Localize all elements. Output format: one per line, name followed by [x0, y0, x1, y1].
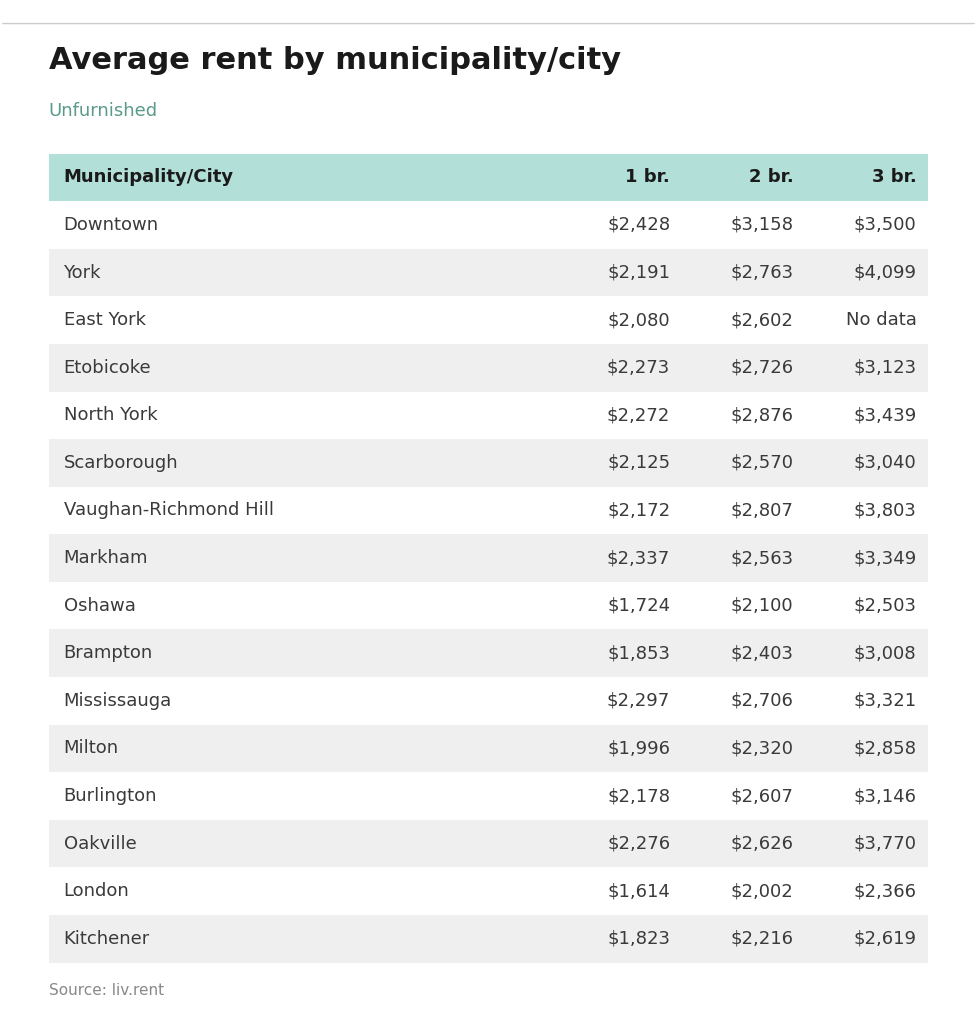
Text: $3,500: $3,500: [854, 216, 916, 233]
Text: Markham: Markham: [64, 549, 148, 567]
Text: Downtown: Downtown: [64, 216, 158, 233]
Text: $3,040: $3,040: [854, 454, 916, 472]
Text: $3,146: $3,146: [854, 787, 916, 805]
Bar: [49, 344, 928, 391]
Text: $2,626: $2,626: [731, 835, 793, 853]
Bar: [49, 820, 928, 867]
Text: $2,273: $2,273: [607, 358, 670, 377]
Text: North York: North York: [64, 407, 157, 424]
Bar: [49, 391, 928, 439]
Text: 3 br.: 3 br.: [871, 168, 916, 186]
Text: $2,807: $2,807: [731, 502, 793, 519]
Text: Oakville: Oakville: [64, 835, 136, 853]
Bar: [49, 439, 928, 486]
Text: $2,178: $2,178: [608, 787, 670, 805]
Text: $2,337: $2,337: [607, 549, 670, 567]
Text: $3,321: $3,321: [853, 692, 916, 710]
Bar: [49, 154, 928, 201]
Bar: [49, 630, 928, 677]
Text: $2,125: $2,125: [607, 454, 670, 472]
Text: $2,428: $2,428: [607, 216, 670, 233]
Text: $3,123: $3,123: [853, 358, 916, 377]
Text: $2,320: $2,320: [731, 739, 793, 758]
Text: $3,439: $3,439: [853, 407, 916, 424]
Text: York: York: [64, 263, 101, 282]
Text: London: London: [64, 883, 129, 900]
Text: $2,503: $2,503: [854, 597, 916, 614]
Text: $2,366: $2,366: [854, 883, 916, 900]
Text: $3,349: $3,349: [853, 549, 916, 567]
Text: Kitchener: Kitchener: [64, 930, 149, 948]
Bar: [49, 535, 928, 582]
Text: $2,276: $2,276: [607, 835, 670, 853]
Text: Mississauga: Mississauga: [64, 692, 172, 710]
Text: $2,607: $2,607: [731, 787, 793, 805]
Text: $3,770: $3,770: [854, 835, 916, 853]
Text: Brampton: Brampton: [64, 644, 152, 663]
Text: $2,216: $2,216: [731, 930, 793, 948]
Text: $2,080: $2,080: [608, 311, 670, 329]
Bar: [49, 296, 928, 344]
Text: $2,172: $2,172: [607, 502, 670, 519]
Text: $2,272: $2,272: [607, 407, 670, 424]
Text: $3,008: $3,008: [854, 644, 916, 663]
Text: $2,602: $2,602: [731, 311, 793, 329]
Text: $2,563: $2,563: [730, 549, 793, 567]
Text: Vaughan-Richmond Hill: Vaughan-Richmond Hill: [64, 502, 274, 519]
Text: Milton: Milton: [64, 739, 118, 758]
Text: $1,823: $1,823: [608, 930, 670, 948]
Bar: [49, 915, 928, 963]
Text: $2,619: $2,619: [854, 930, 916, 948]
Text: $1,996: $1,996: [608, 739, 670, 758]
Text: $2,002: $2,002: [731, 883, 793, 900]
Text: $2,726: $2,726: [730, 358, 793, 377]
Text: Unfurnished: Unfurnished: [49, 102, 158, 121]
Text: Etobicoke: Etobicoke: [64, 358, 151, 377]
Text: Scarborough: Scarborough: [64, 454, 178, 472]
Text: $2,403: $2,403: [731, 644, 793, 663]
Text: 1 br.: 1 br.: [625, 168, 670, 186]
Text: 2 br.: 2 br.: [748, 168, 793, 186]
Bar: [49, 725, 928, 772]
Text: $2,570: $2,570: [731, 454, 793, 472]
Text: $2,191: $2,191: [608, 263, 670, 282]
Text: Oshawa: Oshawa: [64, 597, 136, 614]
Bar: [49, 582, 928, 630]
Text: $2,706: $2,706: [731, 692, 793, 710]
Text: $4,099: $4,099: [854, 263, 916, 282]
Bar: [49, 772, 928, 820]
Text: $2,876: $2,876: [731, 407, 793, 424]
Text: $2,763: $2,763: [730, 263, 793, 282]
Text: $3,158: $3,158: [731, 216, 793, 233]
Text: $1,614: $1,614: [608, 883, 670, 900]
Text: $1,724: $1,724: [607, 597, 670, 614]
Text: $3,803: $3,803: [854, 502, 916, 519]
Text: $2,858: $2,858: [854, 739, 916, 758]
Bar: [49, 249, 928, 296]
Text: Average rent by municipality/city: Average rent by municipality/city: [49, 46, 621, 75]
Bar: [49, 486, 928, 535]
Text: Source: liv.rent: Source: liv.rent: [49, 983, 164, 998]
Text: Municipality/City: Municipality/City: [64, 168, 234, 186]
Bar: [49, 867, 928, 915]
Text: $1,853: $1,853: [608, 644, 670, 663]
Bar: [49, 201, 928, 249]
Text: $2,100: $2,100: [731, 597, 793, 614]
Text: East York: East York: [64, 311, 146, 329]
Text: Burlington: Burlington: [64, 787, 157, 805]
Text: No data: No data: [845, 311, 916, 329]
Text: $2,297: $2,297: [607, 692, 670, 710]
Bar: [49, 677, 928, 725]
